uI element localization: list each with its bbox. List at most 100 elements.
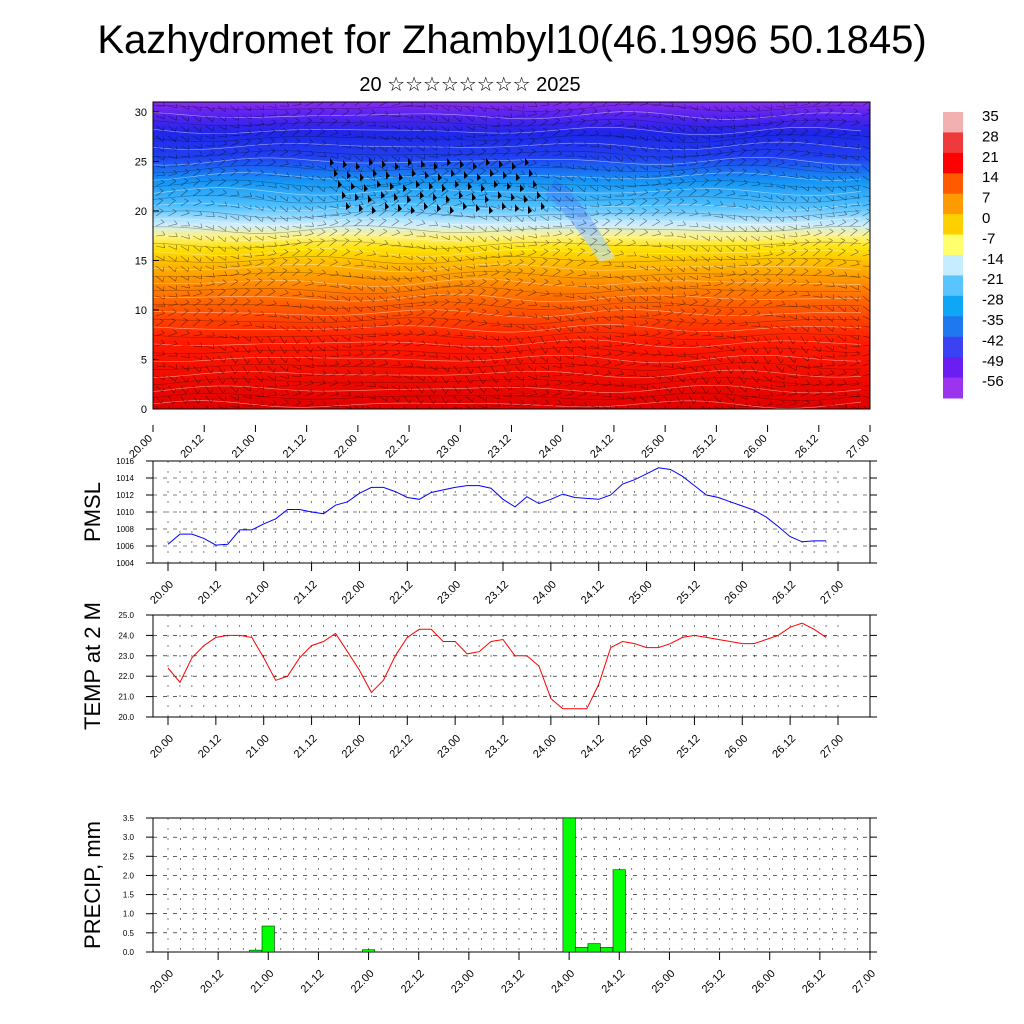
wind-barb bbox=[267, 195, 276, 201]
wind-barb bbox=[217, 201, 228, 207]
wind-barb bbox=[738, 158, 746, 167]
wind-barb bbox=[478, 139, 488, 147]
wind-barb bbox=[627, 175, 636, 180]
wind-flag bbox=[516, 173, 520, 181]
wind-barb bbox=[738, 215, 748, 221]
wind-barb bbox=[565, 370, 575, 377]
wind-barb bbox=[366, 183, 376, 189]
wind-barb bbox=[552, 138, 561, 147]
wind-barb bbox=[180, 255, 190, 262]
wind-barb bbox=[713, 245, 723, 252]
wind-flag bbox=[463, 202, 467, 210]
wind-barb bbox=[726, 270, 736, 277]
wind-barb bbox=[614, 315, 624, 320]
wind-barb bbox=[453, 331, 463, 337]
wind-barb bbox=[168, 385, 177, 394]
wind-barb bbox=[763, 365, 772, 374]
wind-barb bbox=[217, 395, 227, 403]
wind-barb bbox=[627, 305, 636, 311]
wind-barb bbox=[689, 330, 699, 337]
wind-barb bbox=[800, 303, 810, 309]
wind-barb bbox=[379, 123, 389, 128]
wind-barb bbox=[775, 249, 785, 257]
wind-barb bbox=[763, 170, 773, 177]
wind-barb bbox=[701, 125, 710, 132]
wind-flag bbox=[347, 171, 351, 179]
wind-barb bbox=[676, 292, 687, 297]
wind-barb bbox=[168, 340, 178, 347]
wind-barb bbox=[155, 163, 166, 169]
x-tick-label: 22.00 bbox=[349, 968, 377, 996]
wind-barb bbox=[465, 235, 475, 242]
wind-barb bbox=[552, 363, 562, 369]
wind-barb bbox=[465, 375, 474, 384]
wind-barb bbox=[813, 280, 823, 287]
wind-barb bbox=[217, 333, 228, 339]
wind-barb bbox=[837, 315, 847, 322]
wind-barb bbox=[763, 119, 773, 127]
wind-barb bbox=[825, 165, 834, 171]
wind-barb bbox=[676, 145, 686, 151]
wind-barb bbox=[813, 163, 823, 169]
isotherm bbox=[153, 362, 862, 371]
wind-barb bbox=[602, 165, 611, 172]
y-tick-label: 2.5 bbox=[123, 852, 135, 861]
wind-barb bbox=[688, 395, 697, 404]
wind-flag bbox=[368, 195, 372, 203]
wind-barb bbox=[651, 254, 661, 260]
wind-barb bbox=[651, 395, 660, 404]
wind-barb bbox=[279, 258, 288, 267]
wind-barb bbox=[453, 199, 463, 207]
wind-barb bbox=[627, 239, 636, 247]
wind-barb bbox=[639, 124, 649, 130]
wind-barb bbox=[589, 102, 598, 107]
wind-barb bbox=[317, 389, 327, 397]
wind-barb bbox=[180, 178, 189, 187]
wind-barb bbox=[763, 345, 771, 354]
wind-barb bbox=[701, 168, 709, 177]
wind-barb bbox=[750, 365, 759, 374]
wind-barb bbox=[490, 365, 499, 374]
wind-barb bbox=[230, 298, 238, 307]
wind-barb bbox=[837, 154, 847, 160]
wind-barb bbox=[527, 278, 536, 287]
wind-barb bbox=[304, 345, 313, 353]
wind-barb bbox=[788, 128, 796, 137]
wind-barb bbox=[515, 242, 525, 248]
wind-barb bbox=[738, 191, 749, 197]
wind-barb bbox=[577, 204, 587, 210]
wind-barb bbox=[775, 268, 784, 277]
wind-barb bbox=[441, 115, 450, 122]
wind-barb bbox=[416, 135, 425, 143]
wind-barb bbox=[565, 345, 574, 352]
wind-barb bbox=[440, 375, 449, 384]
wind-barb bbox=[254, 345, 263, 354]
wind-barb bbox=[751, 215, 760, 222]
wind-barb bbox=[453, 168, 461, 177]
wind-barb bbox=[379, 349, 388, 357]
wind-barb bbox=[726, 375, 734, 384]
wind-barb bbox=[441, 342, 451, 347]
wind-barb bbox=[701, 375, 710, 384]
wind-barb bbox=[416, 255, 425, 262]
wind-barb bbox=[366, 359, 376, 367]
x-tick-label: 21.00 bbox=[248, 968, 276, 996]
wind-barb bbox=[341, 218, 350, 227]
wind-barb bbox=[242, 345, 251, 354]
wind-barb bbox=[589, 238, 598, 247]
x-tick-label: 26.00 bbox=[750, 968, 778, 996]
wind-barb bbox=[577, 185, 586, 192]
wind-barb bbox=[304, 108, 313, 117]
wind-barb bbox=[676, 275, 686, 282]
wind-barb bbox=[267, 128, 276, 137]
wind-barb bbox=[304, 248, 312, 257]
wind-barb bbox=[627, 321, 637, 327]
wind-barb bbox=[354, 369, 364, 377]
wind-barb bbox=[217, 158, 226, 167]
wind-barb bbox=[540, 335, 548, 344]
colorbar-label: -21 bbox=[982, 271, 1004, 288]
wind-barb bbox=[267, 324, 277, 330]
wind-barb bbox=[416, 395, 424, 404]
wind-barb bbox=[255, 225, 264, 232]
wind-barb bbox=[205, 168, 213, 177]
